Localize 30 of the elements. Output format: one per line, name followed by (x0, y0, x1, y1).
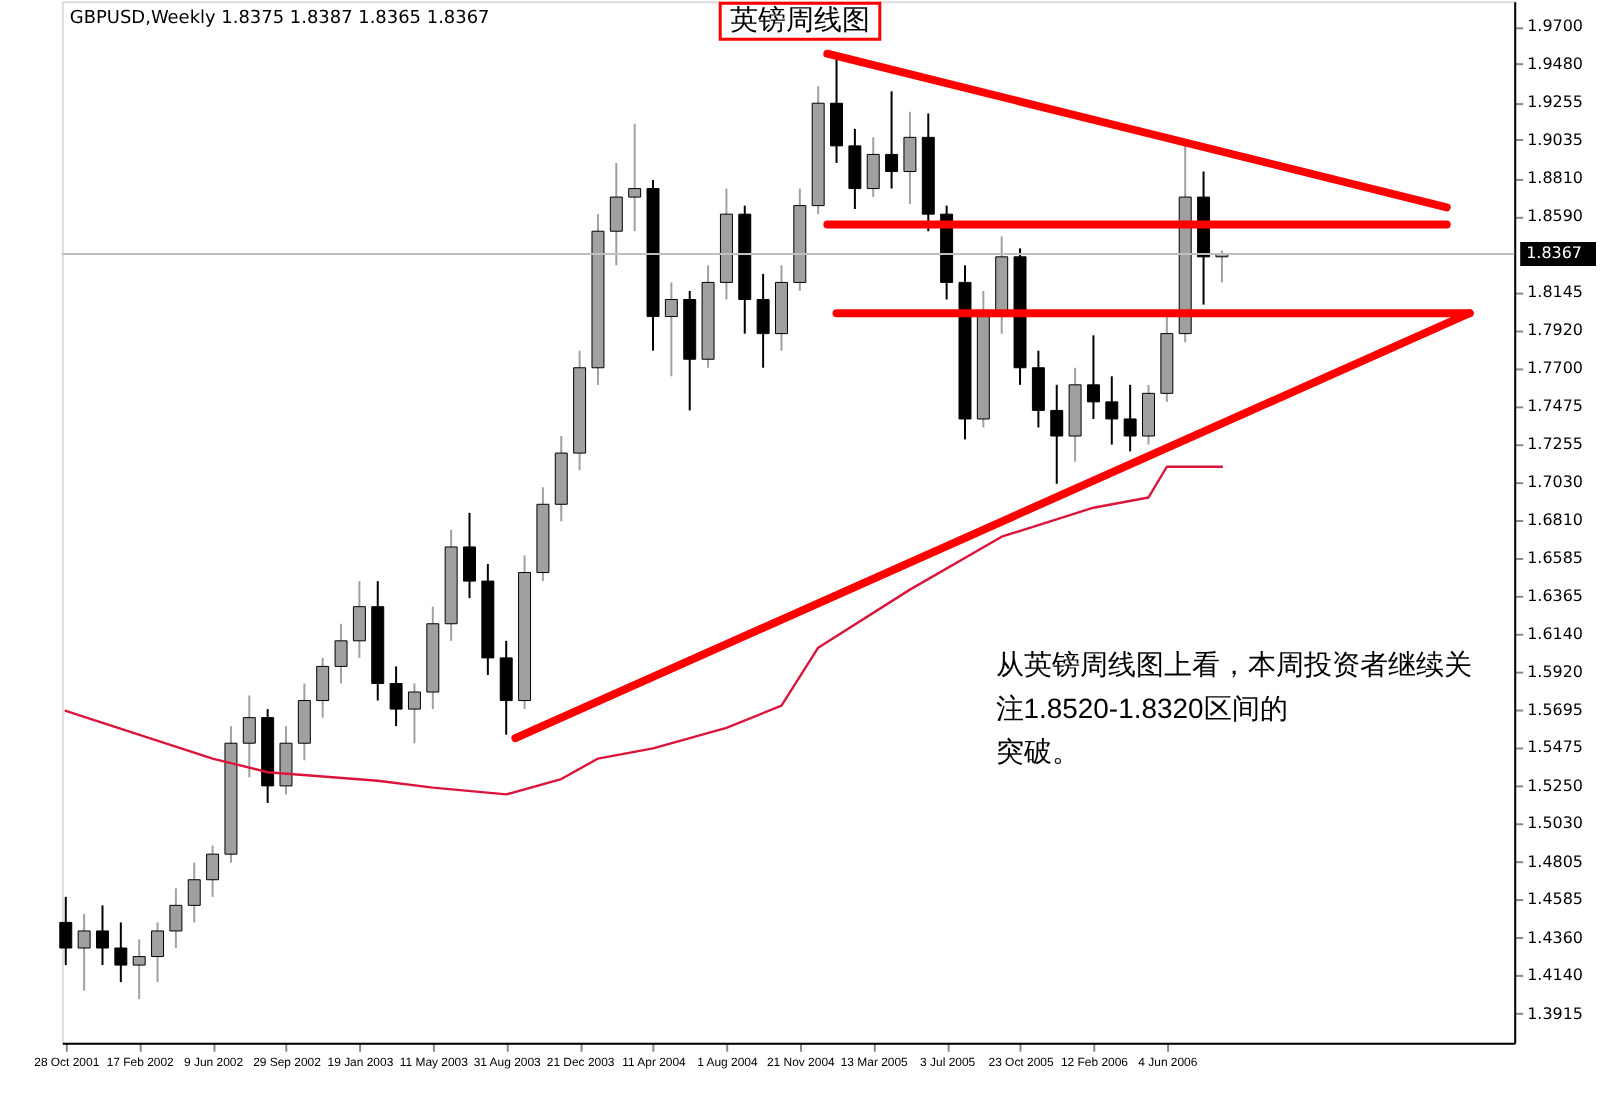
y-tick-label: 1.4360 (1527, 928, 1583, 947)
y-tick-label: 1.5030 (1527, 814, 1583, 833)
y-tick-label: 1.5250 (1527, 776, 1583, 795)
annotation: 从英镑周线图上看，本周投资者继续关注1.8520-1.8320区间的突破。 (995, 647, 1472, 768)
y-tick-label: 1.9035 (1527, 130, 1583, 149)
y-tick-label: 1.6585 (1527, 549, 1583, 568)
y-tick-label: 1.5475 (1527, 738, 1583, 757)
chart-title: 英镑周线图 (730, 3, 870, 36)
y-tick-label: 1.4805 (1527, 852, 1583, 871)
y-tick-label: 1.9255 (1527, 93, 1583, 112)
y-tick-label: 1.6140 (1527, 624, 1583, 643)
y-tick-label: 1.5695 (1527, 700, 1583, 719)
y-tick-label: 1.7030 (1527, 473, 1583, 492)
y-tick-label: 1.4140 (1527, 966, 1583, 985)
chart-subtitle: GBPUSD,Weekly 1.8375 1.8387 1.8365 1.8367 (69, 9, 490, 30)
y-tick-label: 1.7475 (1527, 397, 1583, 416)
y-tick-label: 1.3915 (1527, 1004, 1583, 1023)
y-tick-label: 1.8590 (1527, 206, 1583, 225)
y-tick-label: 1.5920 (1527, 662, 1583, 681)
y-tick-label: 1.9700 (1527, 17, 1583, 36)
y-tick-label: 1.9480 (1527, 54, 1583, 73)
y-tick-label: 1.6810 (1527, 510, 1583, 529)
y-tick-label: 1.7700 (1527, 358, 1583, 377)
y-tick-label: 1.8145 (1527, 282, 1583, 301)
ref-line-label: 1.8367 (1526, 243, 1582, 262)
y-tick-label: 1.6365 (1527, 586, 1583, 605)
y-tick-label: 1.7255 (1527, 434, 1583, 453)
y-tick-label: 1.7920 (1527, 321, 1583, 340)
y-tick-label: 1.8810 (1527, 169, 1583, 188)
y-tick-label: 1.4585 (1527, 890, 1583, 909)
